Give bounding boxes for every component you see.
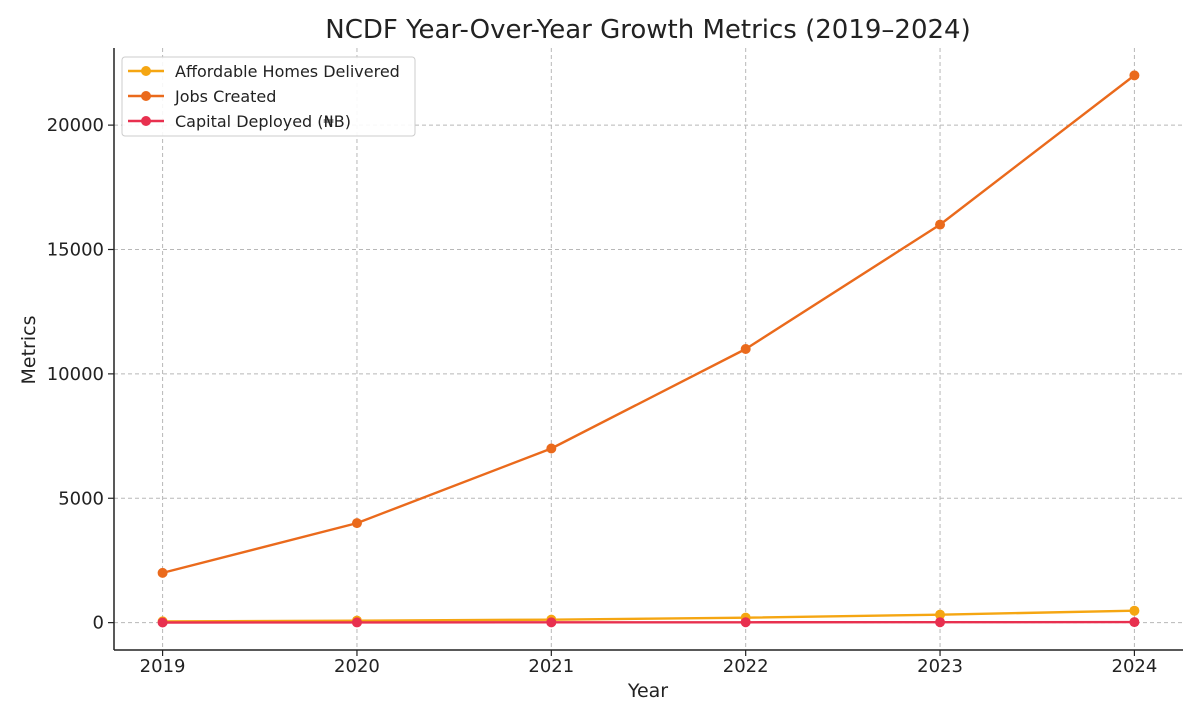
legend-item: Capital Deployed (₦B) — [128, 112, 351, 131]
data-point — [935, 219, 946, 230]
y-tick-label: 15000 — [47, 239, 104, 260]
x-tick-label: 2023 — [917, 656, 963, 677]
y-tick-label: 0 — [93, 613, 104, 634]
x-tick-label: 2020 — [334, 656, 380, 677]
x-axis-label: Year — [627, 680, 668, 702]
tick-labels: 2019 2020 2021 2022 2023 2024 0 5000 10000 15000 2… — [47, 115, 1158, 677]
grid-lines — [114, 48, 1183, 650]
series-3 — [157, 617, 1140, 628]
y-tick-label: 10000 — [47, 364, 104, 385]
series-2 — [157, 70, 1140, 578]
x-tick-label: 2021 — [528, 656, 574, 677]
legend-item: Affordable Homes Delivered — [128, 62, 400, 81]
legend: Affordable Homes Delivered Jobs Created Ca… — [121, 56, 416, 137]
y-tick-label: 5000 — [58, 488, 104, 509]
data-point — [1129, 617, 1140, 628]
data-point — [546, 617, 557, 628]
legend-marker — [141, 116, 151, 126]
series-line — [162, 74, 1136, 575]
legend-marker — [141, 66, 151, 76]
x-tick-label: 2024 — [1112, 656, 1158, 677]
data-point — [1129, 605, 1140, 616]
axes — [113, 48, 1183, 651]
data-point — [351, 518, 362, 529]
legend-label: Capital Deployed (₦B) — [175, 112, 351, 131]
data-point — [935, 609, 946, 620]
data-point — [351, 617, 362, 628]
legend-label: Affordable Homes Delivered — [175, 62, 400, 81]
data-point — [157, 567, 168, 578]
chart-title: NCDF Year-Over-Year Growth Metrics (2019… — [325, 15, 970, 45]
legend-box — [121, 56, 416, 137]
data-point — [546, 443, 557, 454]
y-tick-label: 20000 — [47, 115, 104, 136]
x-tick-label: 2022 — [723, 656, 769, 677]
y-axis-label: Metrics — [18, 316, 40, 385]
legend-item: Jobs Created — [128, 87, 276, 106]
legend-label: Jobs Created — [174, 87, 276, 106]
data-point — [740, 344, 751, 354]
data-point — [157, 617, 168, 628]
data-point — [1129, 70, 1140, 81]
x-tick-label: 2019 — [140, 656, 186, 677]
data-point — [935, 617, 946, 628]
series-line — [162, 609, 1135, 623]
legend-marker — [141, 91, 151, 101]
series — [157, 70, 1140, 628]
data-point — [740, 617, 751, 628]
